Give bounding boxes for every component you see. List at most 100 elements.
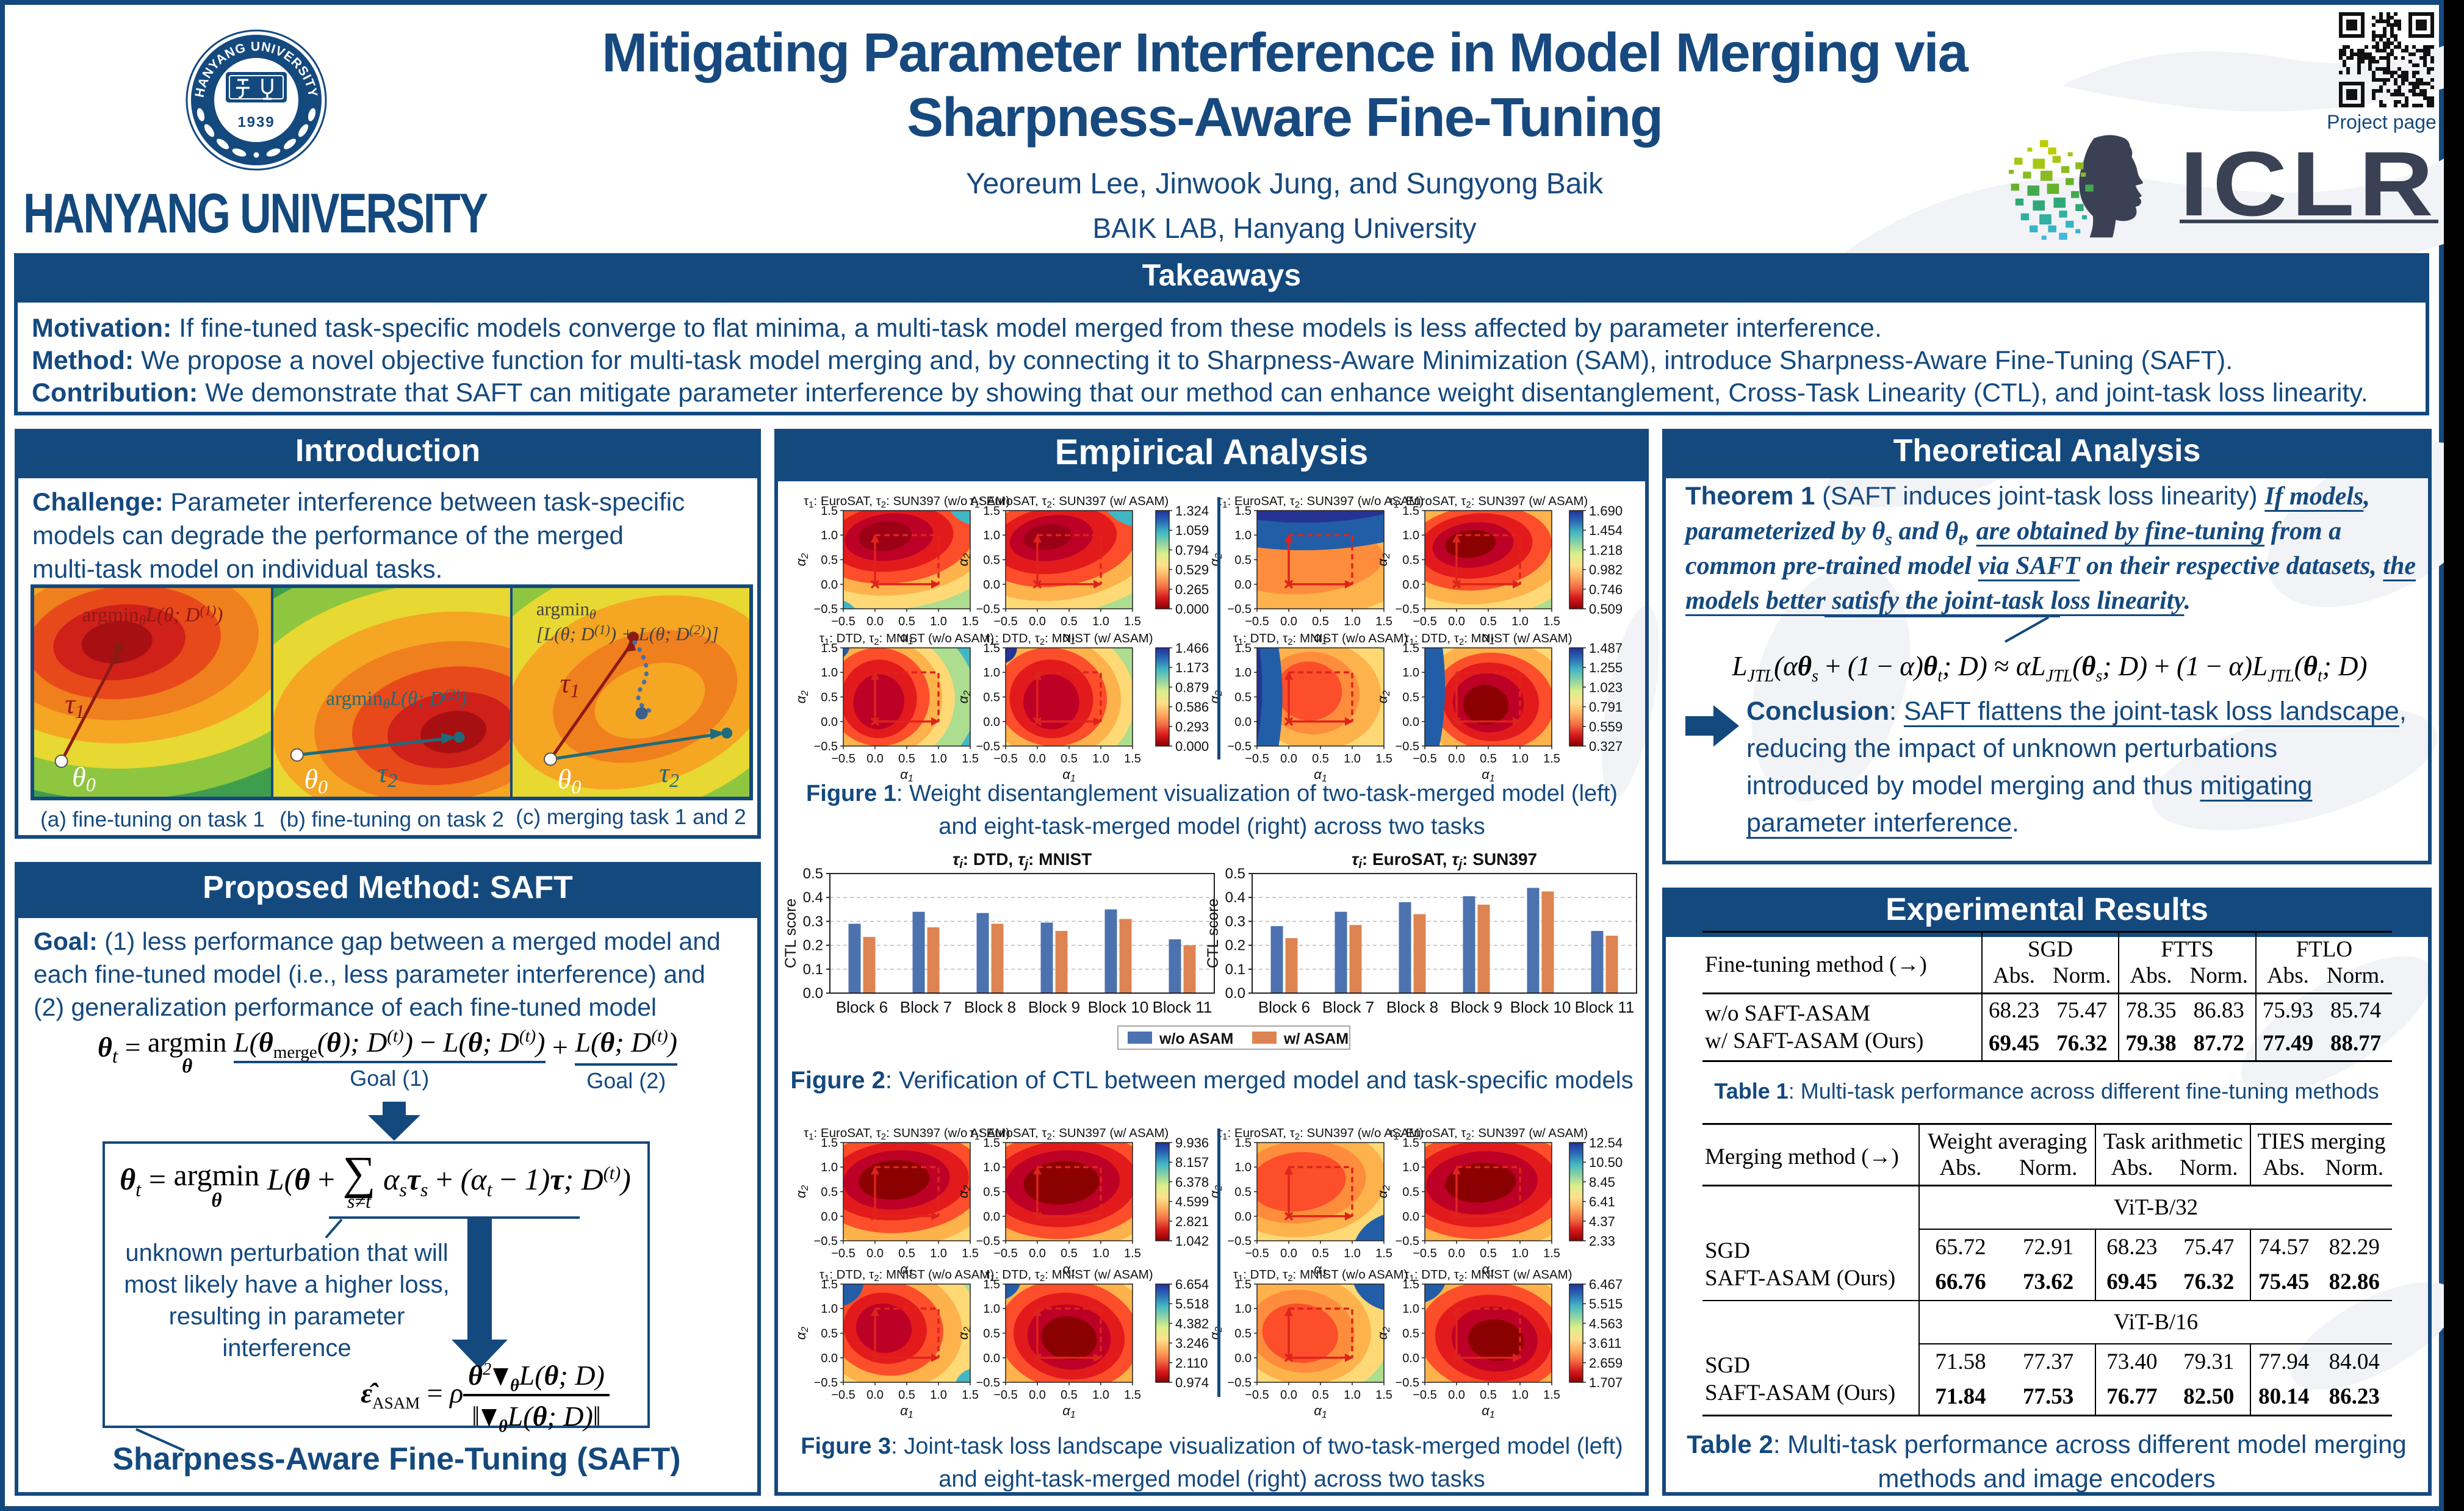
svg-text:0.0: 0.0: [866, 1388, 884, 1402]
svg-text:1.0: 1.0: [983, 1302, 1000, 1316]
svg-text:−0.5: −0.5: [1396, 1235, 1419, 1248]
svg-text:τ1: DTD, τ2: MNIST (w/o ASAM): τ1: DTD, τ2: MNIST (w/o ASAM): [820, 631, 995, 647]
svg-text:α2: α2: [793, 691, 810, 704]
svg-text:α2: α2: [793, 553, 810, 567]
svg-text:−0.5: −0.5: [814, 1235, 838, 1248]
svg-text:0.0: 0.0: [1225, 985, 1245, 1002]
svg-text:2.33: 2.33: [1589, 1233, 1615, 1249]
svg-text:1.0: 1.0: [821, 1161, 838, 1174]
svg-text:1.454: 1.454: [1589, 523, 1623, 538]
svg-text:1.0: 1.0: [1092, 1247, 1109, 1260]
svg-text:1.0: 1.0: [1402, 1302, 1419, 1316]
svg-text:0.0: 0.0: [1234, 1352, 1252, 1365]
svg-text:α2: α2: [793, 1185, 810, 1199]
svg-text:0.0: 0.0: [866, 615, 884, 628]
svg-text:−0.5: −0.5: [831, 752, 855, 766]
svg-text:1.255: 1.255: [1589, 660, 1623, 675]
svg-text:1.5: 1.5: [821, 1278, 838, 1291]
svg-text:0.5: 0.5: [1061, 1247, 1078, 1260]
svg-text:1.0: 1.0: [1092, 615, 1109, 628]
svg-text:Block 10: Block 10: [1510, 998, 1571, 1016]
svg-text:CTL score: CTL score: [1205, 899, 1222, 968]
svg-text:4.599: 4.599: [1175, 1194, 1209, 1210]
svg-text:1.707: 1.707: [1589, 1375, 1623, 1390]
svg-text:1.0: 1.0: [983, 1161, 1000, 1174]
svg-text:0.0: 0.0: [1280, 1388, 1297, 1402]
svg-text:0.5: 0.5: [1480, 1247, 1497, 1260]
svg-text:1.0: 1.0: [1511, 615, 1529, 628]
svg-text:0.794: 0.794: [1175, 542, 1209, 558]
svg-text:1.5: 1.5: [821, 1136, 838, 1150]
svg-text:τ1: DTD, τ2: MNIST (w/ ASAM): τ1: DTD, τ2: MNIST (w/ ASAM): [1404, 1268, 1572, 1283]
svg-text:0.5: 0.5: [1225, 866, 1245, 882]
svg-text:0.5: 0.5: [821, 1327, 838, 1341]
svg-text:1.5: 1.5: [1402, 504, 1419, 518]
svg-text:1.5: 1.5: [1375, 1247, 1392, 1260]
svg-text:−0.5: −0.5: [1228, 1235, 1252, 1248]
svg-text:0.0: 0.0: [1448, 615, 1465, 628]
svg-text:1.0: 1.0: [1511, 1388, 1529, 1402]
svg-text:argminθL(θ; D(2)): argminθL(θ; D(2)): [326, 687, 467, 712]
svg-text:0.3: 0.3: [803, 913, 823, 930]
svg-text:0.559: 0.559: [1589, 719, 1623, 734]
svg-text:Block 7: Block 7: [900, 998, 952, 1016]
svg-text:−0.5: −0.5: [814, 740, 838, 753]
svg-text:−0.5: −0.5: [993, 752, 1017, 766]
svg-text:0.0: 0.0: [821, 1210, 838, 1224]
svg-text:5.515: 5.515: [1589, 1296, 1623, 1312]
svg-text:0.529: 0.529: [1175, 562, 1209, 578]
svg-text:1.5: 1.5: [1234, 1278, 1252, 1291]
svg-text:1.5: 1.5: [1375, 1388, 1392, 1402]
svg-text:α1: α1: [1314, 1403, 1327, 1420]
svg-text:2.110: 2.110: [1175, 1355, 1208, 1371]
svg-text:0.0: 0.0: [1029, 752, 1046, 766]
svg-text:−0.5: −0.5: [976, 740, 1000, 753]
svg-text:0.265: 0.265: [1175, 582, 1209, 597]
svg-text:0.4: 0.4: [803, 889, 823, 906]
svg-text:1.0: 1.0: [1234, 1302, 1252, 1316]
svg-text:0.5: 0.5: [1402, 1327, 1419, 1341]
svg-text:10.50: 10.50: [1589, 1155, 1623, 1170]
svg-text:1.324: 1.324: [1175, 503, 1209, 519]
svg-text:α1: α1: [1062, 1403, 1075, 1420]
svg-text:−0.5: −0.5: [976, 1376, 1000, 1390]
svg-text:0.0: 0.0: [1448, 752, 1465, 766]
svg-text:1.218: 1.218: [1589, 542, 1623, 558]
svg-text:Block 8: Block 8: [964, 998, 1016, 1016]
svg-text:1.5: 1.5: [962, 752, 979, 766]
svg-text:1.042: 1.042: [1175, 1233, 1209, 1249]
svg-text:0.5: 0.5: [1061, 1388, 1078, 1402]
svg-text:0.4: 0.4: [1225, 889, 1245, 906]
svg-text:6.467: 6.467: [1589, 1277, 1623, 1292]
svg-text:−0.5: −0.5: [993, 1247, 1017, 1260]
svg-text:1.5: 1.5: [1375, 752, 1392, 766]
svg-text:−0.5: −0.5: [1245, 1247, 1269, 1260]
svg-text:Block 11: Block 11: [1575, 998, 1635, 1016]
svg-text:w/ ASAM: w/ ASAM: [1283, 1030, 1349, 1047]
svg-text:0.0: 0.0: [1029, 1388, 1046, 1402]
svg-text:1.0: 1.0: [1344, 752, 1361, 766]
svg-text:−0.5: −0.5: [814, 603, 838, 616]
svg-text:α2: α2: [1207, 553, 1224, 567]
svg-text:1.5: 1.5: [1124, 615, 1141, 628]
svg-text:1.0: 1.0: [821, 666, 838, 680]
svg-text:−0.5: −0.5: [1396, 603, 1419, 616]
svg-text:0.000: 0.000: [1175, 739, 1209, 754]
svg-text:0.5: 0.5: [1480, 615, 1497, 628]
svg-text:Block 6: Block 6: [1258, 998, 1310, 1016]
svg-text:τ1: EuroSAT, τ2: SUN397 (w/ AS: τ1: EuroSAT, τ2: SUN397 (w/ ASAM): [1389, 1126, 1588, 1142]
svg-text:CTL score: CTL score: [782, 899, 799, 968]
svg-text:0.5: 0.5: [1402, 1186, 1419, 1199]
svg-text:0.0: 0.0: [1402, 716, 1419, 729]
svg-text:−0.5: −0.5: [831, 1247, 855, 1260]
svg-text:−0.5: −0.5: [1413, 615, 1436, 628]
svg-text:0.974: 0.974: [1175, 1375, 1209, 1390]
svg-text:Block 8: Block 8: [1386, 998, 1438, 1016]
svg-text:−0.5: −0.5: [1228, 740, 1252, 753]
svg-text:0.1: 0.1: [803, 961, 823, 978]
svg-text:0.0: 0.0: [1234, 1210, 1252, 1224]
svg-text:−0.5: −0.5: [1413, 1247, 1436, 1260]
svg-text:0.5: 0.5: [1234, 1327, 1252, 1341]
svg-text:1.0: 1.0: [1402, 1161, 1419, 1174]
svg-text:1.023: 1.023: [1589, 680, 1623, 695]
